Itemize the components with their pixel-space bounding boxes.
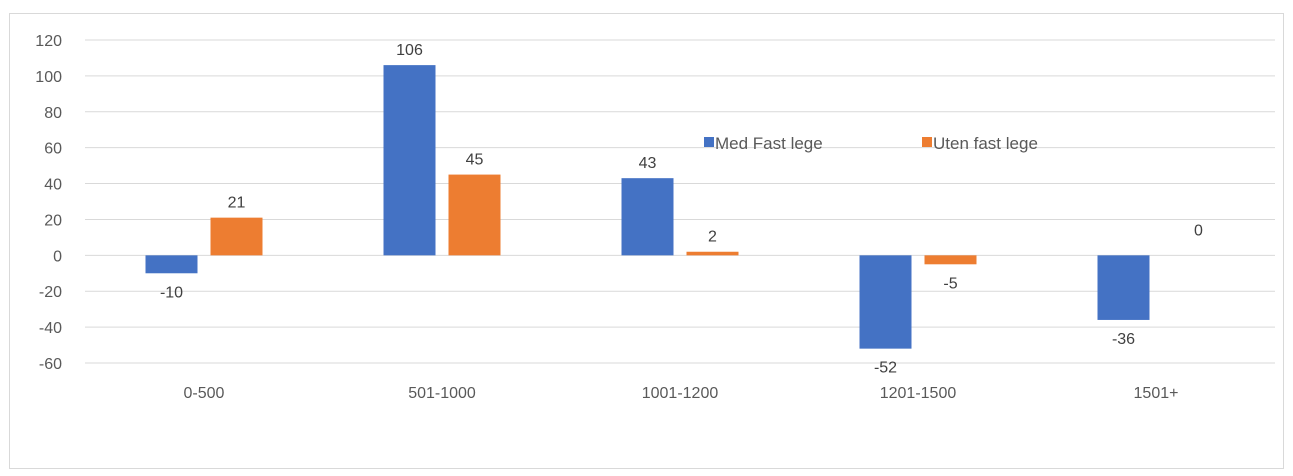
data-label: 2 (708, 229, 717, 246)
x-tick-label: 1501+ (1134, 385, 1179, 402)
data-label: 106 (396, 42, 423, 59)
data-labels: -10 21 106 45 43 2 -52 -5 -36 0 (160, 42, 1203, 377)
y-tick-label: 80 (44, 105, 62, 122)
data-label: 45 (466, 152, 484, 169)
data-label: 21 (228, 195, 246, 212)
bar-series-1 (145, 255, 198, 274)
y-tick-label: 40 (44, 177, 62, 194)
bars (145, 65, 1150, 349)
y-tick-label: 20 (44, 212, 62, 229)
data-label: 43 (639, 155, 657, 172)
gridlines (85, 39, 1275, 364)
y-tick-label: 60 (44, 141, 62, 158)
x-tick-label: 501-1000 (408, 385, 476, 402)
x-tick-label: 1001-1200 (642, 385, 719, 402)
legend-swatch (922, 137, 932, 147)
x-tick-label: 0-500 (184, 385, 225, 402)
y-tick-label: 100 (35, 69, 62, 86)
y-tick-label: 120 (35, 33, 62, 50)
legend: Med Fast lege Uten fast lege (704, 134, 1038, 153)
data-label: -36 (1112, 331, 1135, 348)
bar-series-1 (1097, 255, 1150, 320)
bar-series-2 (448, 174, 501, 256)
bar-series-2 (924, 255, 977, 265)
data-label: 0 (1194, 222, 1203, 239)
y-tick-label: -60 (39, 356, 62, 373)
bar-series-2 (210, 217, 263, 256)
legend-label: Med Fast lege (715, 134, 823, 153)
y-tick-label: -20 (39, 284, 62, 301)
data-label: -5 (943, 275, 957, 292)
y-tick-label: 0 (53, 248, 62, 265)
bar-series-2 (686, 251, 739, 256)
legend-label: Uten fast lege (933, 134, 1038, 153)
legend-swatch (704, 137, 714, 147)
y-tick-label: -40 (39, 320, 62, 337)
bar-series-1 (383, 65, 436, 256)
x-axis-ticks: 0-500 501-1000 1001-1200 1201-1500 1501+ (184, 385, 1179, 402)
y-axis-ticks: 120 100 80 60 40 20 0 -20 -40 -60 (35, 33, 62, 373)
x-tick-label: 1201-1500 (880, 385, 957, 402)
bar-series-1 (859, 255, 912, 349)
data-label: -52 (874, 360, 897, 377)
bar-series-1 (621, 178, 674, 256)
data-label: -10 (160, 284, 183, 301)
